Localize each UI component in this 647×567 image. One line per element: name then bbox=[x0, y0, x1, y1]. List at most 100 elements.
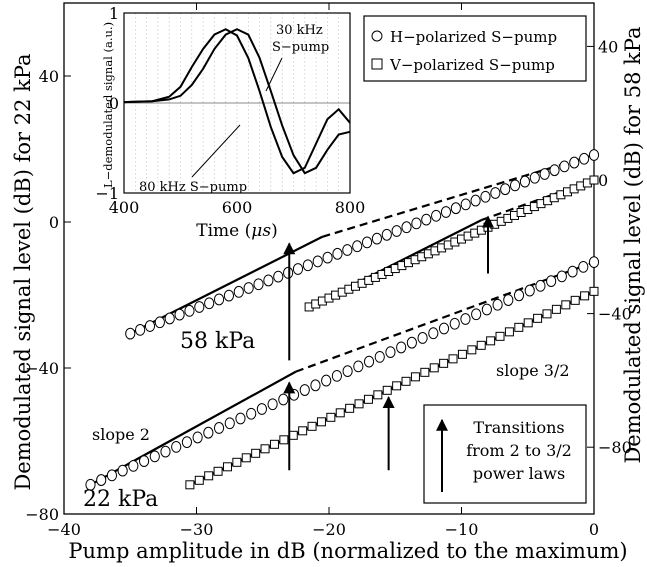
data-point-h-circle bbox=[440, 206, 452, 218]
data-point-h-circle bbox=[371, 232, 383, 245]
x-tick-label: −40 bbox=[47, 520, 81, 539]
data-point-h-circle bbox=[267, 398, 278, 411]
data-point-h-circle bbox=[106, 469, 118, 482]
data-point-h-circle bbox=[460, 198, 471, 211]
slope-3-2-fit-line bbox=[322, 153, 595, 238]
data-point-v-square bbox=[307, 421, 317, 431]
data-point-v-square bbox=[251, 448, 261, 458]
data-point-v-square bbox=[486, 336, 496, 346]
data-point-h-circle bbox=[253, 278, 264, 291]
data-point-h-circle bbox=[203, 426, 214, 439]
y-axis-label-left: Demodulated signal level (dB) for 22 kPa bbox=[11, 53, 35, 490]
data-point-h-circle bbox=[524, 284, 535, 297]
x-tick-label: −20 bbox=[312, 520, 346, 539]
y-tick-label-right: 0 bbox=[598, 171, 608, 190]
transitions-label-line2: from 2 to 3/2 bbox=[466, 441, 572, 460]
data-point-h-circle bbox=[579, 152, 590, 165]
inset-y-axis-label: L−demodulated signal (a.u.) bbox=[101, 22, 115, 188]
data-point-v-square bbox=[467, 345, 477, 355]
data-point-h-circle bbox=[529, 171, 540, 184]
data-point-v-square bbox=[373, 390, 383, 400]
inset-line-80khz bbox=[123, 28, 351, 175]
annotations: 58 kPa 22 kPa slope 2 slope 3/2 Transitions f… bbox=[83, 215, 587, 512]
inset-line-30khz bbox=[123, 28, 351, 175]
data-point-h-circle bbox=[406, 336, 417, 349]
inset-x-tick-label: 400 bbox=[109, 198, 140, 217]
data-point-v-square bbox=[448, 354, 458, 364]
data-point-h-circle bbox=[480, 190, 491, 203]
legend-label-v: V−polarized S−pump bbox=[389, 56, 555, 74]
data-point-h-circle bbox=[471, 308, 482, 321]
data-point-v-square bbox=[580, 291, 590, 301]
transitions-label-line3: power laws bbox=[473, 464, 565, 483]
slope-2-label: slope 2 bbox=[92, 425, 150, 444]
data-point-h-circle bbox=[342, 365, 353, 378]
data-point-h-circle bbox=[135, 323, 146, 336]
inset-label-30khz-line2: S−pump bbox=[272, 40, 329, 55]
data-point-h-circle bbox=[374, 350, 385, 363]
data-point-v-square bbox=[542, 309, 552, 319]
data-point-h-circle bbox=[85, 478, 96, 491]
inset-marks bbox=[123, 28, 351, 175]
y-axis-label-right: Demodulated signal level (dB) for 58 kPa bbox=[621, 26, 645, 463]
data-point-h-circle bbox=[117, 464, 128, 477]
inset-series-label-80khz: 80 kHz S−pump bbox=[139, 180, 247, 195]
data-point-h-circle bbox=[149, 450, 160, 463]
data-point-h-circle bbox=[292, 263, 304, 275]
data-point-h-circle bbox=[302, 259, 313, 272]
group-label-58kpa: 58 kPa bbox=[180, 329, 255, 354]
data-point-v-square bbox=[476, 340, 486, 350]
data-point-h-circle bbox=[539, 168, 550, 180]
data-point-h-circle bbox=[246, 407, 257, 420]
data-point-h-circle bbox=[181, 436, 193, 449]
transitions-legend-box bbox=[423, 404, 587, 504]
data-point-v-square bbox=[420, 367, 430, 377]
data-point-v-square bbox=[298, 426, 308, 436]
data-point-h-circle bbox=[213, 293, 225, 306]
data-point-h-circle bbox=[470, 194, 481, 207]
y-tick-label-left: −40 bbox=[25, 359, 59, 378]
legend-marker-circle bbox=[371, 30, 383, 42]
data-point-h-circle bbox=[578, 260, 589, 273]
inset-x-tick-label: 600 bbox=[222, 198, 253, 217]
data-point-h-circle bbox=[128, 459, 139, 472]
data-point-h-circle bbox=[299, 384, 310, 396]
x-axis-label: Pump amplitude in dB (normalized to the … bbox=[68, 539, 627, 563]
data-point-v-square bbox=[260, 444, 270, 454]
inset-x-axis-label: Time (μs) bbox=[196, 221, 277, 241]
data-point-v-square bbox=[392, 381, 402, 391]
data-point-h-circle bbox=[192, 431, 203, 444]
legend-box bbox=[363, 15, 587, 82]
data-point-h-circle bbox=[174, 308, 185, 321]
data-point-v-square bbox=[316, 417, 326, 427]
legend-label-h: H−polarized S−pump bbox=[390, 28, 557, 46]
inset-y-tick-label: −1 bbox=[95, 184, 119, 203]
y-tick-label-right: −80 bbox=[598, 438, 632, 457]
inset-x-tick-label: 800 bbox=[335, 198, 366, 217]
x-tick-label: −10 bbox=[445, 520, 479, 539]
data-point-h-circle bbox=[283, 266, 294, 279]
data-point-h-circle bbox=[396, 341, 407, 354]
data-point-v-square bbox=[241, 453, 251, 463]
data-point-h-circle bbox=[363, 355, 375, 368]
data-point-v-square bbox=[589, 286, 599, 296]
data-point-h-circle bbox=[233, 285, 244, 298]
data-point-h-circle bbox=[288, 388, 300, 401]
data-point-v-square bbox=[326, 412, 336, 422]
inset-chart: 400 600 800 −1 0 1 Time (μs) L−demodulated si… bbox=[95, 4, 365, 241]
data-point-v-square bbox=[382, 385, 392, 395]
data-point-h-circle bbox=[490, 187, 501, 199]
data-point-v-square bbox=[194, 475, 204, 485]
data-point-h-circle bbox=[223, 289, 235, 302]
inset-x-label-unit: μs bbox=[251, 221, 271, 241]
data-point-h-circle bbox=[312, 255, 323, 268]
data-point-v-square bbox=[457, 349, 467, 359]
data-point-h-circle bbox=[481, 303, 492, 316]
data-point-h-circle bbox=[353, 360, 364, 373]
data-point-h-circle bbox=[138, 455, 150, 468]
group-label-22kpa: 22 kPa bbox=[83, 487, 158, 512]
data-point-h-circle bbox=[144, 320, 156, 332]
inset-y-tick-label: 1 bbox=[109, 4, 119, 23]
data-point-h-circle bbox=[559, 160, 570, 173]
